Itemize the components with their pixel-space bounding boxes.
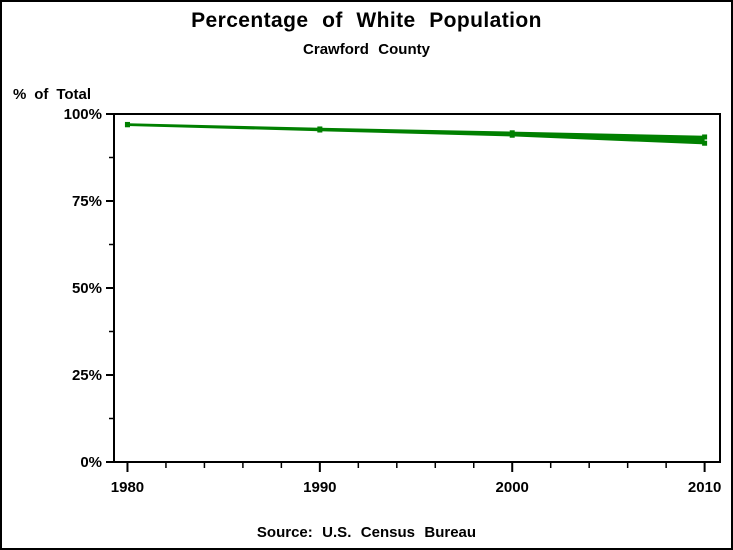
data-point-marker xyxy=(702,140,708,146)
y-axis-title: % of Total xyxy=(13,86,92,103)
data-point-marker xyxy=(509,132,515,138)
x-tick-label: 2000 xyxy=(496,479,529,496)
data-point-marker xyxy=(124,122,130,128)
data-point-marker xyxy=(317,127,323,133)
data-point-marker xyxy=(702,134,708,140)
y-tick-label: 75% xyxy=(72,193,102,210)
y-tick-label: 100% xyxy=(64,106,102,123)
chart-subtitle: Crawford County xyxy=(303,41,430,58)
source-footnote: Source: U.S. Census Bureau xyxy=(256,524,477,541)
y-tick-label: 0% xyxy=(80,454,102,471)
x-tick-label: 1980 xyxy=(111,479,144,496)
y-tick-label: 50% xyxy=(72,280,102,297)
series-line-white-population-lower xyxy=(127,123,705,145)
x-tick-label: 1990 xyxy=(303,479,336,496)
x-tick-label: 2010 xyxy=(688,479,721,496)
plot-frame xyxy=(113,113,721,463)
y-tick-label: 25% xyxy=(72,367,102,384)
chart-title: Percentage of White Population xyxy=(191,9,542,32)
